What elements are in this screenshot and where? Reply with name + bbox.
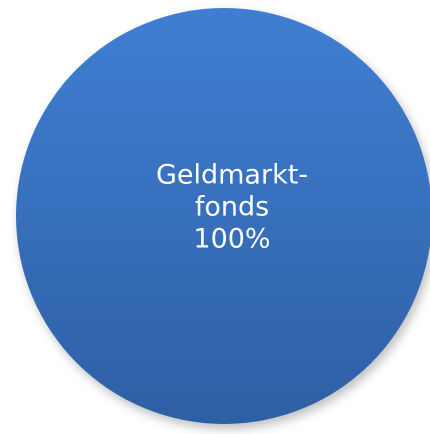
slice-category-label: Geldmarkt- bbox=[156, 160, 308, 191]
pie-slice-0 bbox=[16, 8, 430, 424]
slice-value-label: 100% bbox=[193, 224, 270, 255]
slice-category-label: fonds bbox=[195, 192, 269, 223]
pie-slices bbox=[16, 8, 430, 429]
